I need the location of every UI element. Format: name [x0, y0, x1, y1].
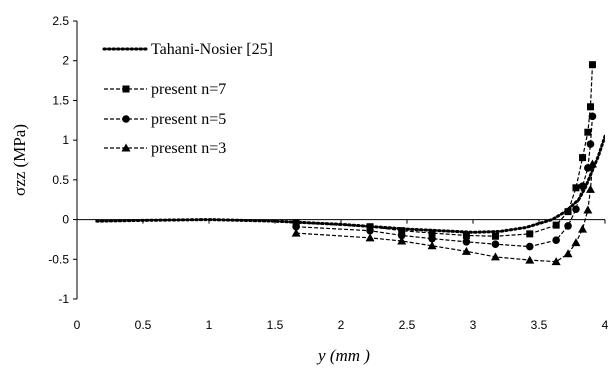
y-axis-title: σzz (MPa)	[10, 124, 29, 196]
series-1	[292, 61, 596, 240]
marker-square	[586, 103, 594, 111]
legend-item-2: present n=5	[104, 111, 226, 128]
series-line	[95, 134, 605, 234]
legend-label: present n=3	[151, 140, 226, 157]
marker-triangle	[291, 228, 301, 237]
marker-triangle	[571, 238, 581, 247]
x-axis-title: y (mm )	[316, 346, 370, 365]
legend-label: present n=7	[151, 81, 226, 98]
tick-labels: -1 -0.5 0 0.5 1 1.5 2 2.5 0 0.5 1 1.5 2 2.5 3 3.5 4	[48, 14, 608, 332]
marker-square	[588, 61, 596, 69]
y-tick-label: -1	[58, 292, 69, 306]
series-line	[296, 116, 594, 248]
x-tick-label: 3	[470, 318, 477, 332]
marker-circle	[564, 222, 572, 230]
x-tick-label: 0	[74, 318, 81, 332]
x-tick-label: 3.5	[531, 318, 548, 332]
x-tick-label: 4	[602, 318, 608, 332]
marker-circle	[397, 231, 406, 240]
axes	[73, 20, 606, 300]
marker-triangle	[427, 241, 437, 250]
marker-square	[366, 223, 374, 231]
marker-triangle	[563, 249, 573, 258]
marker-triangle	[461, 246, 471, 255]
marker-triangle	[490, 252, 500, 261]
legend-label: present n=5	[151, 111, 226, 128]
x-tick-label: 0.5	[135, 318, 152, 332]
y-tick-label: 2.5	[52, 14, 69, 28]
marker-circle	[552, 236, 560, 245]
marker-circle	[491, 240, 500, 248]
legend-label: Tahani-Nosier [25]	[151, 41, 273, 58]
series-layer	[95, 61, 605, 266]
marker-square	[552, 221, 560, 229]
legend-item-3: present n=3	[104, 140, 226, 157]
series-line	[296, 163, 594, 263]
y-tick-label: 0.5	[52, 173, 69, 187]
marker-square	[579, 154, 587, 162]
marker-square	[564, 208, 572, 216]
series-line	[296, 64, 594, 237]
marker-square	[428, 229, 436, 237]
marker-triangle	[121, 143, 131, 152]
y-tick-label: -0.5	[48, 252, 69, 266]
legend-item-1: present n=7	[104, 81, 226, 98]
x-tick-label: 2	[338, 318, 345, 332]
marker-circle	[572, 205, 580, 214]
marker-triangle	[397, 236, 407, 245]
marker-circle	[578, 182, 587, 191]
legend-item-0: Tahani-Nosier [25]	[102, 41, 273, 58]
y-tick-label: 0	[62, 213, 69, 227]
marker-triangle	[585, 184, 595, 193]
marker-circle	[122, 115, 130, 123]
marker-circle	[588, 112, 597, 121]
x-tick-label: 2.5	[399, 318, 416, 332]
marker-triangle	[583, 205, 593, 214]
x-tick-label: 1	[206, 318, 213, 332]
y-tick-label: 1	[62, 133, 69, 147]
x-tick-label: 1.5	[267, 318, 284, 332]
marker-circle	[428, 234, 436, 243]
marker-triangle	[365, 233, 375, 242]
marker-square	[398, 227, 406, 235]
marker-circle	[586, 140, 595, 148]
marker-square	[122, 85, 130, 93]
y-tick-label: 1.5	[52, 93, 69, 107]
marker-triangle	[578, 224, 588, 233]
marker-square	[572, 184, 580, 192]
marker-square	[526, 230, 534, 238]
series-3	[291, 159, 597, 266]
marker-circle	[525, 242, 534, 251]
marker-triangle	[525, 255, 535, 264]
marker-circle	[292, 222, 300, 231]
marker-square	[584, 128, 592, 136]
marker-square	[491, 232, 499, 240]
legend: Tahani-Nosier [25] present n=7 present n=5…	[102, 41, 273, 157]
marker-square	[292, 219, 300, 227]
marker-circle	[462, 238, 471, 246]
marker-triangle	[551, 257, 561, 266]
marker-triangle	[587, 159, 597, 168]
series-0	[95, 134, 605, 234]
series-2	[292, 112, 597, 251]
y-tick-label: 2	[62, 54, 69, 68]
marker-square	[462, 231, 470, 239]
marker-circle	[366, 226, 374, 235]
